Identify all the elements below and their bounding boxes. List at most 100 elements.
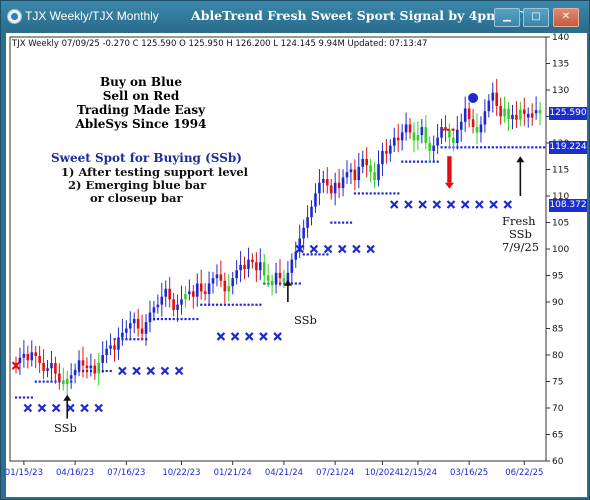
close-button[interactable]: ✕ bbox=[553, 8, 579, 27]
support-dot bbox=[125, 338, 128, 341]
candle-body bbox=[121, 332, 124, 338]
support-dot bbox=[42, 380, 45, 383]
candle-body bbox=[416, 135, 420, 141]
support-dot bbox=[109, 369, 112, 373]
y-tick-label: 75 bbox=[552, 378, 563, 388]
candle-body bbox=[81, 360, 85, 366]
support-dot bbox=[26, 396, 30, 399]
support-x-marker bbox=[23, 403, 33, 413]
support-x-marker bbox=[352, 244, 361, 254]
candle-body bbox=[38, 356, 41, 363]
support-dot bbox=[239, 303, 242, 306]
support-dot bbox=[349, 221, 353, 224]
legend-sell: Sell on Red bbox=[102, 89, 180, 103]
support-dot bbox=[223, 303, 227, 306]
fresh-label-3: 7/9/25 bbox=[502, 240, 540, 254]
candle-body bbox=[511, 114, 514, 120]
support-dot bbox=[219, 303, 223, 306]
support-dot bbox=[302, 253, 305, 256]
support-dot bbox=[468, 146, 471, 149]
support-dot bbox=[204, 303, 207, 306]
restore-button[interactable]: □ bbox=[523, 8, 549, 27]
support-dot bbox=[472, 146, 475, 149]
y-tick-label: 100 bbox=[552, 245, 569, 255]
candle-body bbox=[188, 291, 191, 295]
candle-body bbox=[211, 278, 215, 284]
candle-body bbox=[58, 373, 61, 382]
candle-body bbox=[341, 177, 345, 189]
support-x-marker bbox=[118, 366, 127, 376]
candle-body bbox=[322, 179, 325, 183]
candle-body bbox=[369, 165, 372, 173]
support-dot bbox=[180, 317, 183, 321]
support-dot bbox=[373, 192, 376, 195]
support-x-marker bbox=[66, 403, 75, 413]
candle-body bbox=[381, 150, 384, 165]
support-x-marker bbox=[489, 200, 498, 209]
support-dot bbox=[436, 160, 439, 163]
support-dot bbox=[385, 192, 388, 195]
support-x-marker bbox=[366, 244, 375, 254]
candle-body bbox=[499, 105, 502, 117]
support-dot bbox=[377, 192, 380, 195]
candle-body bbox=[519, 109, 522, 120]
candle-body bbox=[459, 121, 463, 130]
support-x-marker bbox=[132, 366, 141, 376]
candle-body bbox=[77, 360, 81, 370]
support-dot bbox=[412, 160, 416, 163]
support-dot bbox=[476, 146, 479, 149]
candle-body bbox=[487, 100, 491, 112]
support-dot bbox=[196, 317, 199, 321]
candle-body bbox=[483, 111, 487, 125]
legend-since: AbleSys Since 1994 bbox=[75, 117, 207, 131]
support-x-marker bbox=[309, 244, 319, 254]
support-dot bbox=[543, 146, 546, 149]
x-tick-label: 03/16/25 bbox=[450, 468, 488, 478]
y-tick-label: 95 bbox=[552, 272, 563, 282]
support-x-marker bbox=[389, 200, 399, 209]
fresh-label-2: SSb bbox=[509, 227, 532, 241]
candle-body bbox=[105, 348, 108, 355]
candle-body bbox=[479, 124, 483, 133]
minimize-button[interactable]: ▁ bbox=[494, 8, 520, 27]
support-dot bbox=[168, 317, 171, 321]
candle-body bbox=[140, 328, 144, 334]
candle-body bbox=[172, 299, 175, 310]
support-dot bbox=[531, 146, 534, 149]
title-bar[interactable]: TJX Weekly/TJX Monthly AbleTrend Fresh S… bbox=[1, 1, 589, 31]
candle-body bbox=[109, 345, 112, 349]
candle-body bbox=[515, 114, 518, 120]
x-tick-label: 10/2024 bbox=[365, 468, 400, 478]
support-dot bbox=[527, 146, 530, 149]
candle-body bbox=[255, 262, 258, 271]
candle-body bbox=[69, 375, 73, 379]
candle-body bbox=[302, 227, 305, 239]
candle-body bbox=[333, 182, 337, 194]
candle-body bbox=[385, 150, 388, 154]
support-dot bbox=[200, 303, 203, 306]
support-dot bbox=[420, 160, 424, 163]
y-tick-label: 105 bbox=[552, 219, 569, 229]
support-dot bbox=[314, 253, 317, 256]
support-dot bbox=[393, 192, 396, 195]
support-x-marker bbox=[418, 200, 427, 209]
candle-body bbox=[243, 264, 246, 270]
support-x-marker bbox=[404, 200, 413, 209]
candle-body bbox=[113, 345, 116, 350]
plot-frame bbox=[9, 36, 547, 462]
x-tick-label: 07/16/23 bbox=[107, 468, 145, 478]
candle-body bbox=[538, 110, 542, 114]
support-x-marker bbox=[432, 200, 442, 209]
candle-body bbox=[448, 129, 451, 138]
support-dot bbox=[259, 303, 262, 306]
support-dot bbox=[345, 221, 349, 224]
price-chart[interactable]: 6065707580859095100105110115120125130135… bbox=[6, 33, 587, 497]
x-tick-label: 04/16/23 bbox=[56, 468, 94, 478]
candle-body bbox=[310, 206, 313, 218]
support-dot bbox=[251, 303, 254, 306]
candle-body bbox=[534, 110, 538, 114]
candle-body bbox=[404, 124, 408, 133]
support-dot bbox=[479, 146, 483, 149]
y-tick-label: 70 bbox=[552, 404, 564, 414]
x-tick-label: 01/15/23 bbox=[6, 468, 43, 478]
